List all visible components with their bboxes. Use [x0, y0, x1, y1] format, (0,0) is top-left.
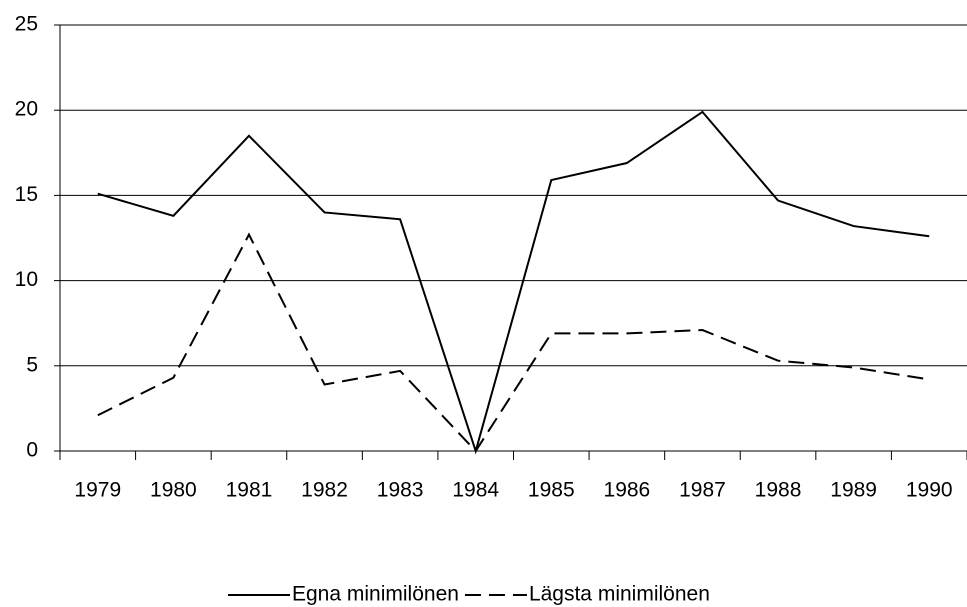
series-line — [97, 110, 930, 455]
x-tick-label: 1985 — [528, 479, 575, 502]
y-tick-label: 15 — [15, 183, 38, 206]
y-tick-label: 0 — [26, 439, 38, 462]
x-tick-label: 1986 — [604, 479, 651, 502]
x-tick-label: 1980 — [150, 479, 197, 502]
x-tick-label: 1988 — [755, 479, 802, 502]
series-line — [97, 232, 930, 453]
y-tick-label: 10 — [15, 268, 38, 291]
x-tick-label: 1990 — [906, 479, 953, 502]
x-tick-label: 1987 — [679, 479, 726, 502]
y-tick-label: 25 — [15, 13, 38, 36]
y-tick-label: 5 — [26, 353, 38, 376]
legend-label: Lägsta minimilönen — [529, 583, 710, 606]
x-tick-label: 1984 — [452, 479, 499, 502]
legend-label: Egna minimilönen — [292, 583, 459, 606]
x-tick-label: 1983 — [377, 479, 424, 502]
x-tick-label: 1981 — [226, 479, 273, 502]
y-tick-label: 20 — [15, 98, 38, 121]
x-tick-label: 1982 — [301, 479, 348, 502]
x-tick-label: 1979 — [74, 479, 121, 502]
x-tick-label: 1989 — [830, 479, 877, 502]
